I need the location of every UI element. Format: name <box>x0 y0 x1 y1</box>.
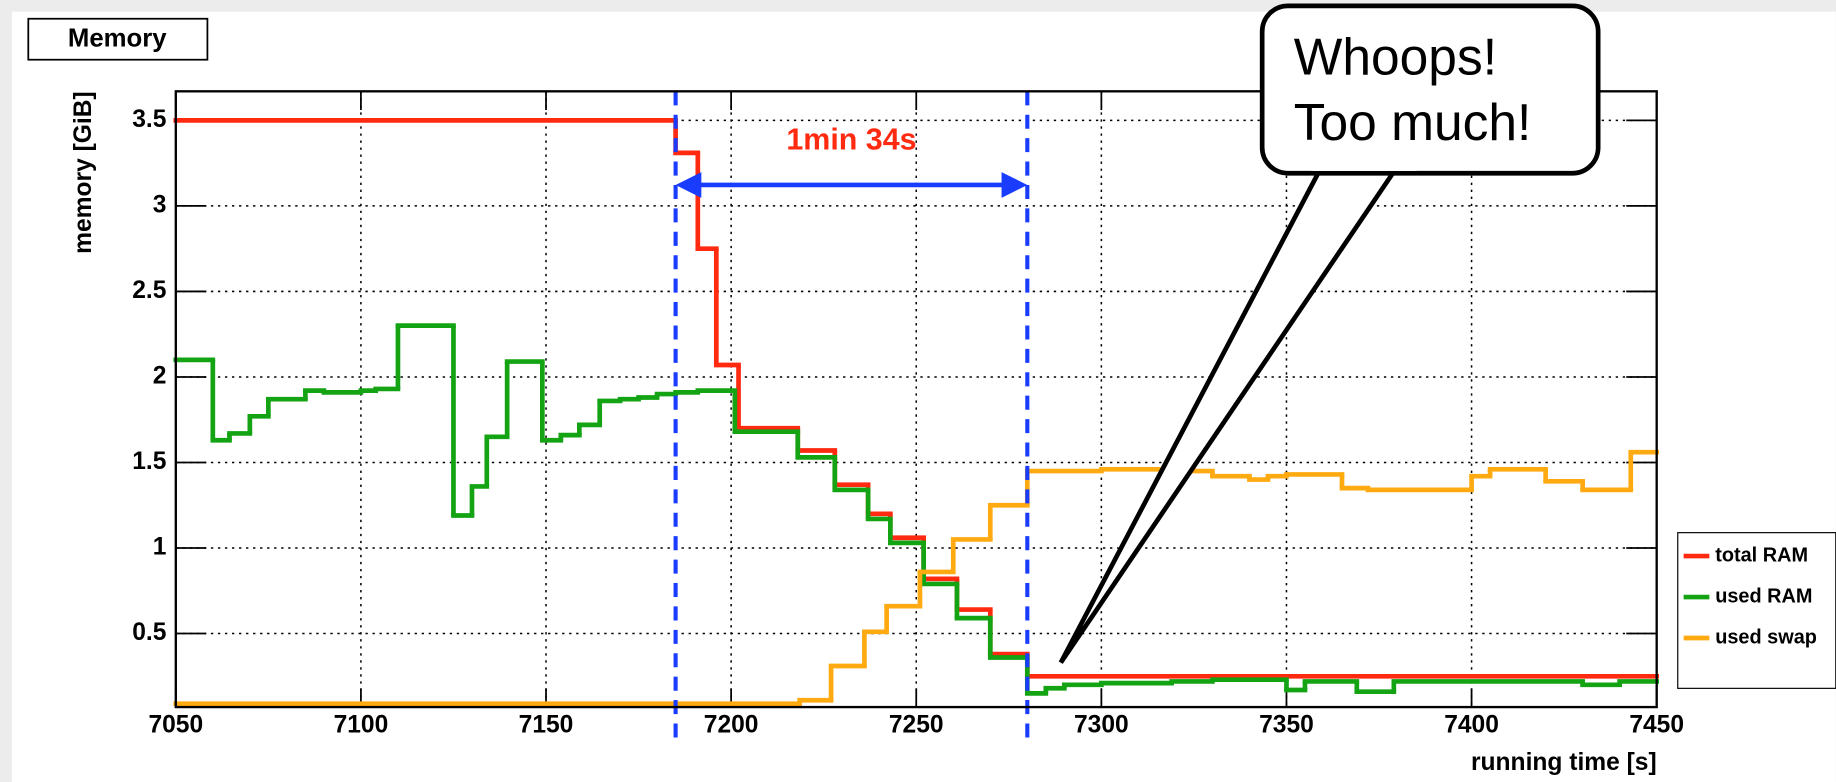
callout-line: Whoops! <box>1294 27 1497 85</box>
y-tick-label: 0.5 <box>132 619 166 646</box>
y-tick-label: 3 <box>153 191 167 218</box>
callout-line: Too much! <box>1294 93 1532 151</box>
plot-area: 7050 7100 7150 7200 7250 7300 7350 7400 7450 0.5 1… <box>132 91 1684 747</box>
y-tick-label: 2.5 <box>132 277 166 304</box>
x-tick-label: 7450 <box>1629 711 1684 738</box>
span-label: 1min 34s <box>786 123 916 157</box>
y-tick-label: 3.5 <box>132 106 166 133</box>
legend-label: used swap <box>1715 626 1817 648</box>
x-tick-label: 7050 <box>148 711 203 738</box>
y-tick-label: 1.5 <box>132 448 166 475</box>
x-tick-label: 7400 <box>1444 711 1499 738</box>
y-axis-label: memory [GiB] <box>70 91 97 254</box>
x-tick-label: 7350 <box>1259 711 1314 738</box>
x-tick-label: 7250 <box>889 711 944 738</box>
legend-label: total RAM <box>1715 544 1808 566</box>
x-tick-label: 7150 <box>519 711 574 738</box>
y-tick-label: 2 <box>153 362 167 389</box>
chart-title: Memory <box>68 25 167 53</box>
chart: Memory running time [s] memory [GiB] 705… <box>0 0 1836 782</box>
x-tick-label: 7100 <box>334 711 389 738</box>
callout-join <box>1311 152 1416 171</box>
x-tick-label: 7200 <box>704 711 759 738</box>
x-axis-label: running time [s] <box>1471 749 1657 776</box>
legend-label: used RAM <box>1715 585 1812 607</box>
x-tick-label: 7300 <box>1074 711 1129 738</box>
y-tick-label: 1 <box>153 534 167 561</box>
